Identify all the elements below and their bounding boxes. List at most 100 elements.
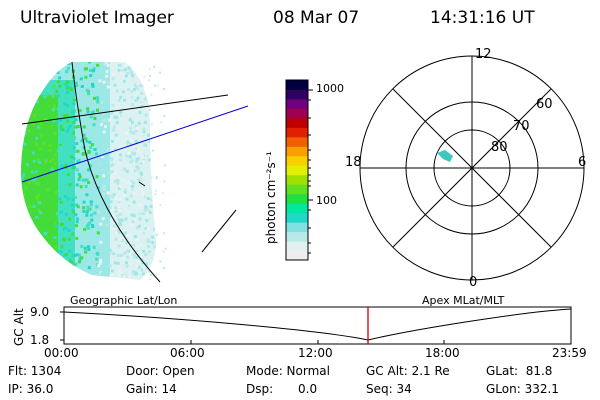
emission-pixel — [146, 86, 150, 90]
colorbar-frame — [285, 79, 309, 261]
emission-pixel — [35, 215, 39, 219]
emission-pixel — [147, 133, 151, 137]
emission-pixel — [37, 246, 41, 250]
emission-pixel — [148, 74, 151, 77]
emission-pixel — [143, 119, 146, 122]
emission-pixel — [68, 124, 72, 128]
emission-pixel — [86, 226, 90, 230]
emission-pixel — [24, 224, 28, 228]
emission-pixel — [74, 262, 78, 266]
emission-pixel — [157, 110, 160, 113]
emission-pixel — [48, 192, 52, 196]
emission-pixel — [50, 166, 54, 169]
emission-pixel — [114, 206, 118, 210]
colorbar-segment — [286, 212, 308, 223]
emission-pixel — [31, 87, 35, 91]
emission-pixel — [27, 129, 31, 133]
emission-pixel — [46, 168, 50, 172]
emission-pixel — [101, 119, 105, 123]
emission-pixel — [128, 118, 132, 122]
emission-pixel — [36, 254, 40, 258]
emission-pixel — [89, 200, 93, 204]
emission-pixel — [90, 213, 93, 217]
emission-pixel — [68, 150, 72, 154]
emission-pixel — [72, 98, 76, 102]
emission-pixel — [89, 146, 93, 149]
emission-pixel — [51, 108, 55, 112]
emission-pixel — [101, 155, 105, 158]
emission-pixel — [149, 62, 153, 66]
emission-pixel — [100, 64, 104, 68]
emission-pixel — [74, 125, 78, 129]
emission-pixel — [119, 95, 123, 99]
emission-pixel — [29, 148, 33, 152]
emission-pixel — [159, 239, 162, 242]
emission-pixel — [92, 67, 96, 71]
emission-pixel — [40, 188, 43, 192]
emission-pixel — [157, 237, 160, 240]
emission-pixel — [54, 245, 58, 249]
emission-pixel — [26, 163, 29, 167]
emission-pixel — [88, 140, 92, 144]
emission-pixel — [136, 245, 140, 249]
emission-pixel — [59, 124, 63, 128]
emission-pixel — [137, 121, 141, 125]
emission-pixel — [32, 114, 36, 118]
emission-pixel — [35, 241, 39, 245]
emission-pixel — [28, 91, 32, 95]
emission-pixel — [164, 247, 167, 250]
emission-pixel — [143, 62, 147, 65]
emission-pixel — [40, 85, 43, 89]
emission-pixel — [95, 257, 99, 261]
emission-pixel — [30, 267, 34, 271]
emission-pixel — [87, 248, 91, 251]
emission-pixel — [43, 232, 47, 236]
emission-pixel — [133, 234, 137, 238]
emission-pixel — [30, 258, 34, 262]
emission-pixel — [21, 90, 25, 94]
emission-pixel — [82, 125, 86, 129]
emission-pixel — [140, 92, 144, 95]
polar-plot — [359, 55, 585, 281]
emission-pixel — [117, 68, 121, 72]
emission-pixel — [67, 237, 71, 241]
emission-pixel — [109, 158, 113, 162]
emission-pixel — [73, 150, 77, 154]
emission-pixel — [127, 62, 131, 66]
emission-pixel — [48, 276, 52, 280]
emission-pixel — [159, 261, 162, 263]
emission-pixel — [122, 79, 126, 83]
emission-pixel — [34, 170, 38, 174]
emission-pixel — [68, 259, 72, 263]
emission-pixel — [102, 187, 106, 191]
emission-pixel — [113, 110, 117, 114]
emission-pixel — [128, 253, 132, 257]
emission-pixel — [92, 245, 96, 249]
emission-pixel — [21, 89, 24, 93]
emission-pixel — [55, 284, 58, 287]
emission-pixel — [50, 261, 54, 265]
timeline-left-label: Geographic Lat/Lon — [70, 294, 178, 307]
emission-pixel — [53, 236, 57, 240]
emission-pixel — [32, 251, 36, 255]
emission-pixel — [127, 66, 131, 70]
emission-pixel — [155, 233, 158, 236]
emission-pixel — [46, 188, 50, 191]
emission-pixel — [23, 132, 27, 135]
emission-pixel — [91, 224, 94, 227]
emission-pixel — [38, 142, 42, 146]
emission-pixel — [111, 128, 115, 132]
emission-pixel — [37, 259, 40, 263]
gc-altitude: GC Alt: 2.1 Re — [366, 364, 450, 378]
emission-pixel — [72, 262, 76, 266]
emission-pixel — [39, 67, 43, 71]
emission-pixel — [117, 218, 121, 222]
emission-pixel — [45, 118, 49, 122]
emission-pixel — [64, 212, 68, 216]
emission-pixel — [82, 146, 86, 150]
emission-pixel — [123, 98, 126, 102]
emission-pixel — [72, 266, 76, 270]
colorbar — [286, 80, 308, 261]
emission-pixel — [99, 63, 103, 67]
emission-pixel — [51, 140, 55, 144]
